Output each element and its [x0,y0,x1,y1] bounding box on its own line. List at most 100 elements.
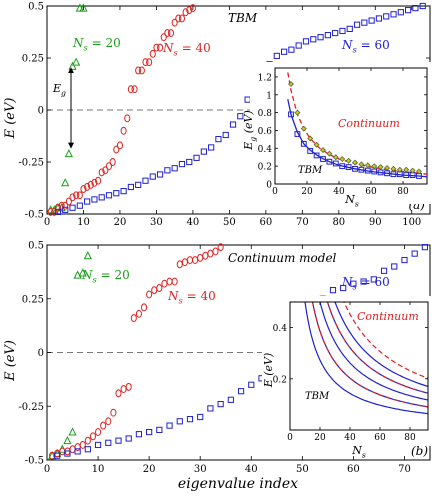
a-xtick-label: 100 [402,217,421,228]
b-point [135,309,142,318]
inset-a-point [326,150,333,157]
a-point [167,29,175,37]
b-point [186,256,194,264]
a-ytick-label: 0.5 [28,2,44,13]
b-point [140,303,148,312]
inset-b-tbm-label: TBM [305,391,330,402]
inset-a-point [332,154,339,161]
b-point [207,249,214,258]
b-point [95,428,102,436]
b-point [105,439,112,446]
a-point [127,85,134,94]
a-point [288,46,295,53]
inset-a-point [345,157,352,164]
a-point [69,204,76,211]
a-point [61,178,70,187]
a-point [178,160,186,168]
inset-a-point [396,166,403,173]
inset-a-background [250,62,431,204]
inset-b-tbm-curve [334,302,428,387]
b-point [59,447,66,456]
b-title: Continuum model [228,251,337,265]
a-point [113,190,120,197]
inset-a-point [339,156,346,162]
ib-xtick-label: 20 [314,433,326,443]
ib-xtick-label: 80 [404,433,416,443]
b-point [156,284,163,292]
inset-a-point [288,81,294,88]
b-point [105,417,112,426]
a-series-circle [47,4,196,216]
a-xtick-label: 40 [187,217,200,228]
a-point [175,14,182,23]
a-point [412,4,419,12]
a-point [84,198,91,205]
a-point [361,19,368,26]
b-xtick-label: 40 [245,464,258,475]
a-point [375,15,383,22]
a-point [68,61,77,70]
a-point [127,183,134,191]
a-point [390,11,397,18]
a-point [208,144,215,151]
a-xtick-label: 80 [332,217,345,228]
b-point [207,405,214,412]
b-xtick-label: 0 [44,464,50,475]
a-point [182,8,189,17]
b-ytick-label: 0.5 [28,241,44,252]
b-point [217,401,224,408]
a-series-square [54,2,426,216]
b-point [248,381,255,388]
a-point [149,49,156,58]
inset-a-point [313,152,320,159]
b-point [151,286,158,295]
a-point [171,18,178,27]
inset-a-point [339,163,346,170]
inset-b-continuum-curve [343,302,428,379]
a-point [76,202,83,209]
ia-xtick-label: 40 [333,187,345,197]
a-point [200,148,207,155]
a-point [47,207,54,216]
a-point [186,158,193,166]
a-point [189,4,196,13]
a-point [105,192,113,199]
a-point [346,25,353,32]
b-point [73,270,82,279]
a-point [109,158,116,166]
ib-ytick-label: 0.2 [273,375,287,385]
b-point [202,251,209,260]
a-point [102,166,109,175]
ib-xtick-label: 40 [344,433,356,443]
inset-a-point [320,156,326,162]
a-point [124,114,131,123]
inset-b: 0 20 40 60 80 0.2 0.4 Continuum TBM Ns E (eV) [262,301,429,459]
b-point [176,260,183,269]
inset-a-point [320,147,326,154]
b-ytick-label: 0 [38,348,44,359]
b-point [401,256,408,264]
b-point [63,435,72,445]
b-xtick-label: 30 [194,464,207,475]
a-xtick-label: 90 [369,217,382,228]
a-point [84,183,91,191]
b-point [125,435,132,442]
b-point [380,267,388,274]
inset-a-point [352,165,358,172]
a-point [113,145,120,154]
b-point [181,258,188,267]
a-point [332,29,339,37]
inset-a-ylabel: Eg (eV) [242,110,257,151]
b-point [68,427,77,436]
inset-a-point [300,140,307,147]
inset-a-point [294,109,301,116]
b-point [78,268,87,277]
b-point [176,418,183,425]
inset-b-continuum-label: Continuum [357,310,419,323]
a-point [54,203,61,212]
a-point [160,33,167,42]
ia-ytick-label: 0.4 [258,145,273,155]
b-xtick-label: 70 [398,464,411,475]
b-point [94,441,102,449]
